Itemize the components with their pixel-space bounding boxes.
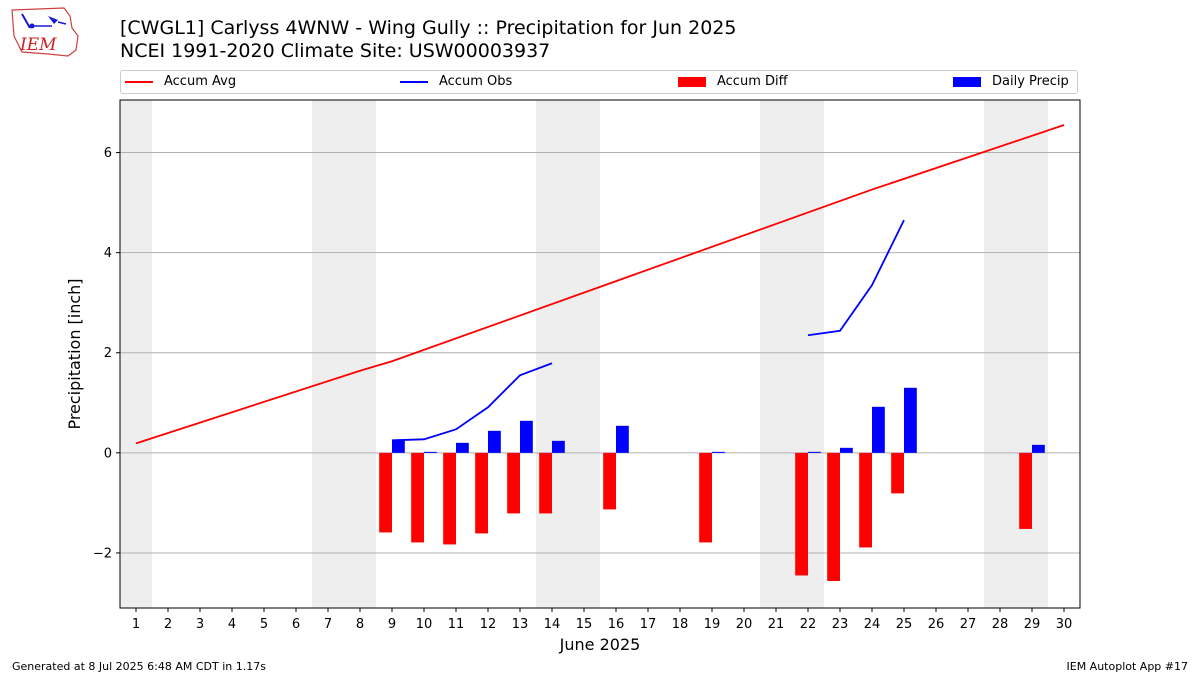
accum-diff-bar	[827, 452, 840, 581]
weekend-band	[120, 100, 152, 608]
legend-label-accum-obs: Accum Obs	[439, 74, 513, 89]
footer-app: IEM Autoplot App #17	[1066, 660, 1189, 673]
weekend-band	[536, 100, 600, 608]
x-tick-label: 19	[704, 617, 721, 632]
x-tick-label: 6	[292, 617, 300, 632]
daily-precip-bar	[1032, 444, 1045, 453]
accum-obs-line	[807, 219, 905, 337]
x-tick-label: 22	[800, 617, 817, 632]
daily-precip-bar	[808, 451, 821, 453]
x-tick-label: 16	[608, 617, 625, 632]
y-tick-label: −2	[93, 546, 112, 561]
x-tick-label: 25	[896, 617, 913, 632]
x-axis-label: June 2025	[559, 635, 641, 654]
daily-precip-bar	[712, 451, 725, 453]
accum-obs-line	[391, 362, 553, 442]
legend-item-accum-diff: Accum Diff	[678, 74, 788, 89]
daily-precip-bar	[840, 447, 853, 453]
accum-avg-line	[135, 124, 1065, 445]
x-tick-label: 4	[228, 617, 236, 632]
x-tick-label: 27	[960, 617, 977, 632]
x-tick-label: 7	[324, 617, 332, 632]
accum-diff-bar	[1019, 452, 1032, 529]
logo-text: IEM	[19, 35, 57, 55]
x-tick-label: 11	[448, 617, 465, 632]
daily-precip-bar	[392, 440, 405, 453]
x-tick-label: 14	[544, 617, 561, 632]
x-tick-label: 20	[736, 617, 753, 632]
accum-diff-bar	[859, 452, 872, 548]
y-tick-label: 2	[104, 346, 112, 361]
accum-diff-bar	[475, 452, 488, 534]
x-tick-label: 29	[1024, 617, 1041, 632]
chart-title: [CWGL1] Carlyss 4WNW - Wing Gully :: Pre…	[120, 17, 737, 39]
y-axis-label: Precipitation [inch]	[65, 278, 84, 429]
x-tick-label: 15	[576, 617, 593, 632]
weekend-band	[984, 100, 1048, 608]
daily-precip-bar	[520, 420, 533, 453]
x-tick-label: 3	[196, 617, 204, 632]
x-tick-label: 18	[672, 617, 689, 632]
weekend-band	[760, 100, 824, 608]
legend-swatch-daily-precip	[953, 76, 981, 87]
y-tick-label: 6	[104, 146, 112, 161]
accum-diff-bar	[539, 452, 552, 514]
legend-swatch-accum-diff	[678, 76, 706, 87]
x-tick-label: 2	[164, 617, 172, 632]
x-tick-label: 5	[260, 617, 268, 632]
x-tick-label: 26	[928, 617, 945, 632]
accum-diff-bar	[699, 452, 712, 543]
accum-diff-bar	[795, 452, 808, 576]
x-tick-label: 24	[864, 617, 881, 632]
x-tick-label: 23	[832, 617, 849, 632]
x-tick-label: 9	[388, 617, 396, 632]
y-tick-label: 4	[104, 246, 112, 261]
legend-label-accum-avg: Accum Avg	[164, 74, 237, 89]
daily-precip-bar	[872, 406, 885, 453]
daily-precip-bar	[424, 451, 437, 453]
x-tick-label: 8	[356, 617, 364, 632]
plot-frame	[119, 99, 1081, 609]
x-tick-label: 10	[416, 617, 433, 632]
daily-precip-bar	[904, 387, 917, 453]
weekend-band	[312, 100, 376, 608]
accum-diff-bar	[603, 452, 616, 510]
daily-precip-bar	[456, 442, 469, 453]
legend-label-daily-precip: Daily Precip	[992, 74, 1069, 89]
accum-diff-bar	[379, 452, 392, 533]
accum-diff-bar	[443, 452, 456, 545]
x-tick-label: 21	[768, 617, 785, 632]
x-tick-label: 1	[132, 617, 140, 632]
x-tick-label: 17	[640, 617, 657, 632]
x-tick-label: 12	[480, 617, 497, 632]
legend-label-accum-diff: Accum Diff	[717, 74, 788, 89]
daily-precip-bar	[552, 440, 565, 453]
accum-diff-bar	[891, 452, 904, 494]
daily-precip-bar	[488, 430, 501, 453]
x-tick-label: 13	[512, 617, 529, 632]
legend-swatch-accum-obs	[400, 80, 428, 83]
accum-diff-bar	[411, 452, 424, 543]
chart-subtitle: NCEI 1991-2020 Climate Site: USW00003937	[120, 40, 551, 62]
x-tick-label: 30	[1056, 617, 1073, 632]
footer-generated: Generated at 8 Jul 2025 6:48 AM CDT in 1…	[12, 660, 266, 673]
x-tick-label: 28	[992, 617, 1009, 632]
legend-item-daily-precip: Daily Precip	[953, 74, 1069, 89]
iem-logo: IEM	[8, 6, 80, 58]
legend: Accum Avg Accum Obs Accum Diff Daily Pre…	[120, 70, 1078, 94]
legend-item-accum-obs: Accum Obs	[400, 74, 512, 89]
accum-diff-bar	[507, 452, 520, 514]
daily-precip-bar	[616, 425, 629, 453]
y-tick-label: 0	[104, 446, 112, 461]
legend-swatch-accum-avg	[125, 80, 153, 83]
legend-item-accum-avg: Accum Avg	[125, 74, 236, 89]
